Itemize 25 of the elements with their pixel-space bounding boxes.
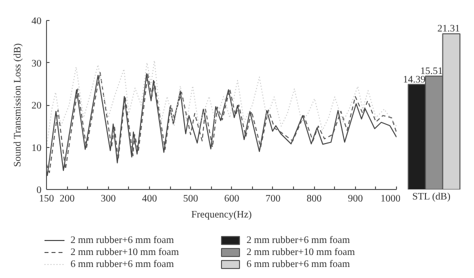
x-tick-label: 1000 bbox=[380, 194, 400, 204]
y-tick-label: 30 bbox=[32, 58, 42, 70]
y-tick-label: 20 bbox=[32, 100, 42, 112]
y-tick-label: 40 bbox=[32, 16, 42, 27]
data-label: 21.31 bbox=[437, 24, 460, 35]
x-tick-label: 200 bbox=[60, 194, 75, 204]
y-axis-title: Sound Transmission Loss (dB) bbox=[12, 43, 24, 167]
legend-label: 2 mm rubber+10 mm foam bbox=[246, 247, 356, 258]
y-tick-label: 0 bbox=[36, 185, 42, 196]
x-tick-label: 500 bbox=[183, 194, 198, 204]
x-tick-label: 400 bbox=[142, 194, 157, 204]
legend-label: 6 mm rubber+6 mm foam bbox=[246, 259, 350, 270]
x-tick-label: 800 bbox=[306, 194, 322, 204]
x-tick-label: 600 bbox=[224, 194, 240, 204]
legend-label: 2 mm rubber+6 mm foam bbox=[70, 235, 174, 246]
x-tick-label: 300 bbox=[100, 194, 116, 204]
x-axis-title: STL (dB) bbox=[412, 192, 450, 202]
x-tick-label: 900 bbox=[348, 194, 363, 204]
legend-label: 2 mm rubber+10 mm foam bbox=[70, 247, 180, 258]
legend-label: 6 mm rubber+6 mm foam bbox=[70, 259, 174, 270]
x-axis-title: Frequency(Hz) bbox=[191, 210, 252, 220]
legend-label: 2 mm rubber+6 mm foam bbox=[246, 235, 350, 246]
x-tick-label: 150 bbox=[39, 194, 54, 204]
x-tick-label: 700 bbox=[265, 194, 280, 204]
y-tick-label: 10 bbox=[32, 142, 42, 154]
